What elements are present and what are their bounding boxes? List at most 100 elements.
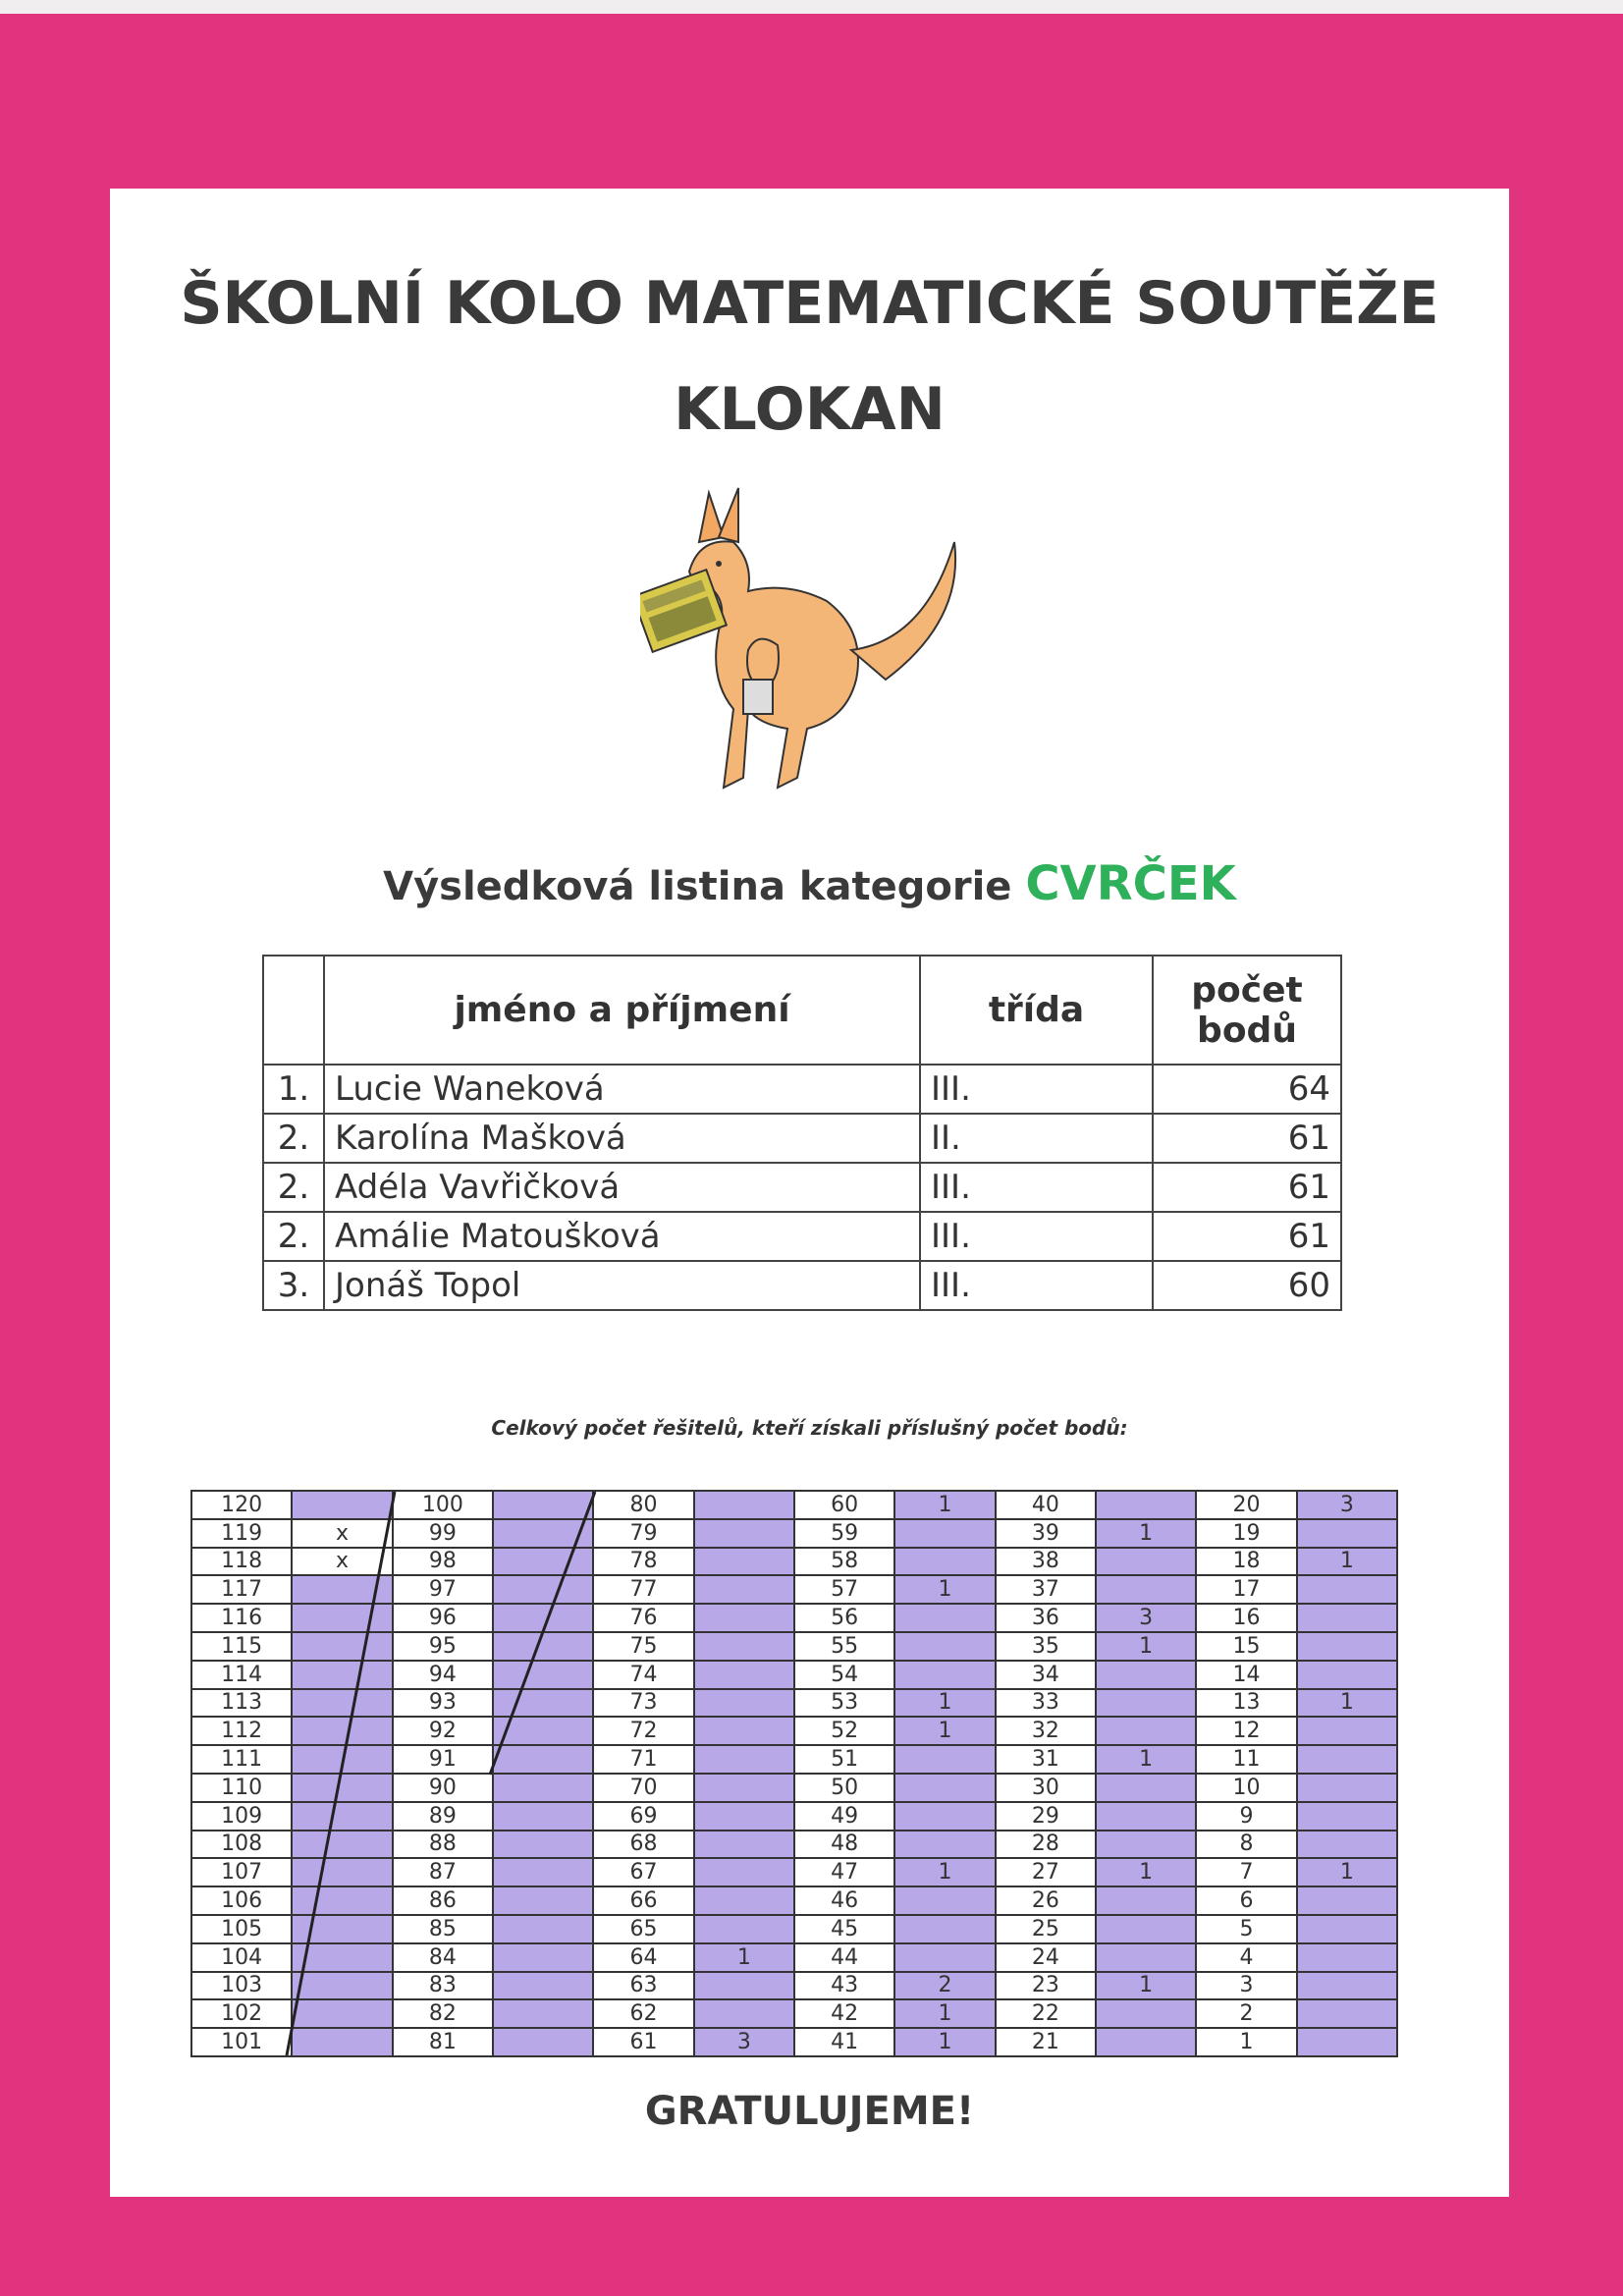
score-value: 93 [393, 1689, 494, 1719]
result-class: III. [919, 1211, 1154, 1262]
solver-count [1097, 1689, 1198, 1719]
solver-count [293, 1831, 394, 1860]
solver-count [895, 1519, 997, 1549]
solver-count [694, 1661, 795, 1690]
score-value: 117 [192, 1576, 294, 1606]
solver-count [1297, 1774, 1398, 1803]
solver-count [694, 1605, 795, 1633]
solver-count [1097, 1915, 1198, 1944]
score-value: 76 [594, 1605, 695, 1633]
solver-count [1297, 1576, 1398, 1606]
solver-count [494, 1605, 595, 1633]
score-value: 38 [996, 1548, 1097, 1577]
score-value: 1 [1197, 2029, 1298, 2057]
solver-count [895, 1774, 997, 1803]
score-value: 95 [393, 1632, 494, 1662]
score-value: 55 [795, 1632, 896, 1662]
score-value: 96 [393, 1605, 494, 1633]
score-value: 21 [996, 2029, 1097, 2057]
solver-count [1297, 1831, 1398, 1860]
score-value: 97 [393, 1576, 494, 1606]
score-value: 104 [192, 1943, 294, 1973]
score-value: 119 [192, 1519, 294, 1549]
score-value: 24 [996, 1943, 1097, 1973]
solver-count [494, 1915, 595, 1944]
score-value: 77 [594, 1576, 695, 1606]
result-rank: 2. [262, 1211, 325, 1262]
header-rank [262, 955, 325, 1066]
solver-count [895, 1802, 997, 1831]
solver-count: 1 [694, 1943, 795, 1973]
solver-count [494, 1492, 595, 1520]
score-value: 57 [795, 1576, 896, 1606]
solver-count [494, 2029, 595, 2057]
solver-count [895, 1943, 997, 1973]
result-row: 2. Amálie Matoušková III. 61 [262, 1211, 1342, 1262]
solver-count [1297, 1718, 1398, 1747]
score-value: 91 [393, 1746, 494, 1775]
solver-count [895, 1915, 997, 1944]
score-value: 120 [192, 1492, 294, 1520]
result-points: 60 [1152, 1260, 1342, 1311]
solver-count: 1 [895, 1576, 997, 1606]
solver-count [293, 1492, 394, 1520]
score-value: 50 [795, 1774, 896, 1803]
solver-count: 3 [1297, 1492, 1398, 1520]
score-value: 88 [393, 1831, 494, 1860]
results-subtitle: Výsledková listina kategorie CVRČEK [110, 856, 1509, 911]
solver-count: 3 [694, 2029, 795, 2057]
solver-count [1097, 2029, 1198, 2057]
kangaroo-illustration [640, 487, 957, 790]
score-value: 54 [795, 1661, 896, 1690]
score-value: 3 [1197, 1972, 1298, 2001]
solver-count [293, 1689, 394, 1719]
solver-count [494, 1887, 595, 1916]
result-name: Lucie Waneková [323, 1064, 921, 1115]
page-title: ŠKOLNÍ KOLO MATEMATICKÉ SOUTĚŽE [180, 269, 1439, 338]
score-value: 80 [594, 1492, 695, 1520]
solver-count [1097, 1943, 1198, 1973]
score-value: 15 [1197, 1632, 1298, 1662]
solver-count: 1 [1097, 1746, 1198, 1775]
result-name: Amálie Matoušková [323, 1211, 921, 1262]
score-value: 12 [1197, 1718, 1298, 1747]
score-value: 14 [1197, 1661, 1298, 1690]
solver-count [1297, 1632, 1398, 1662]
score-value: 41 [795, 2029, 896, 2057]
solver-count: 1 [895, 1492, 997, 1520]
score-value: 20 [1197, 1492, 1298, 1520]
score-value: 39 [996, 1519, 1097, 1549]
solver-count [1097, 1831, 1198, 1860]
score-value: 69 [594, 1802, 695, 1831]
score-value: 13 [1197, 1689, 1298, 1719]
solver-count [293, 1887, 394, 1916]
solver-count [494, 1718, 595, 1747]
score-value: 26 [996, 1887, 1097, 1916]
result-points: 61 [1152, 1162, 1342, 1213]
solver-count [694, 1859, 795, 1888]
score-value: 27 [996, 1859, 1097, 1888]
solver-count [494, 1859, 595, 1888]
result-row: 1. Lucie Waneková III. 64 [262, 1064, 1342, 1115]
solver-count [293, 1576, 394, 1606]
score-value: 98 [393, 1548, 494, 1577]
solver-count [1097, 1774, 1198, 1803]
solver-count [494, 2000, 595, 2030]
score-value: 81 [393, 2029, 494, 2057]
scan-edge [0, 0, 1623, 14]
score-value: 86 [393, 1887, 494, 1916]
solver-count: 1 [895, 1718, 997, 1747]
result-class: III. [919, 1064, 1154, 1115]
score-value: 60 [795, 1492, 896, 1520]
solver-count [1297, 1519, 1398, 1549]
header-class: třída [919, 955, 1154, 1066]
score-value: 49 [795, 1802, 896, 1831]
score-value: 33 [996, 1689, 1097, 1719]
score-value: 37 [996, 1576, 1097, 1606]
solver-count [494, 1519, 595, 1549]
category-name: CVRČEK [1025, 856, 1236, 911]
solver-count [1297, 2029, 1398, 2057]
congratulations-text: GRATULUJEME! [644, 2089, 975, 2134]
solver-count [1097, 1661, 1198, 1690]
solver-count: 1 [895, 1689, 997, 1719]
